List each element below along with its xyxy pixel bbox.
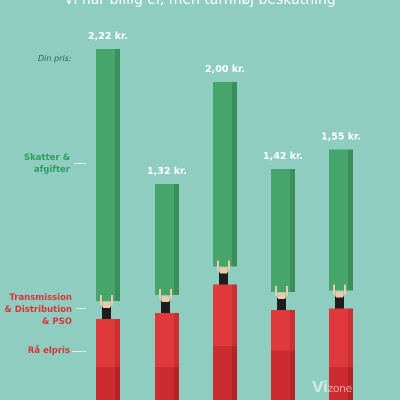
bar-2-transmission-segment-side — [174, 313, 179, 367]
legend-tick-transmission — [76, 308, 86, 309]
bar-1-figure-body — [102, 307, 111, 319]
legend-skatter-line-1: Skatter & — [24, 153, 70, 163]
bar-1-transmission-segment-side — [115, 319, 120, 367]
legend-tick-raw — [72, 351, 86, 352]
bar-1-tax-segment-side — [115, 49, 120, 301]
chart-title: Vi har billig el, men tårnhøj beskatning — [64, 0, 336, 8]
legend-transmission: Transmission & Distribution & PSO — [2, 292, 72, 328]
legend-skatter-line-2: afgifter — [33, 165, 70, 175]
bar-3-raw-segment-side — [232, 346, 237, 400]
bar-2-figure-head — [162, 296, 169, 302]
bar-1-figure-arm-right — [111, 295, 113, 305]
bar-2-price-label: 1,32 kr. — [147, 166, 187, 177]
bar-3-figure-body — [219, 272, 228, 285]
legend-skatter-afgifter: Skatter & afgifter — [8, 152, 70, 176]
bar-1-figure-arm-left — [100, 295, 102, 305]
bar-2-raw-segment-side — [174, 367, 179, 400]
din-pris-label: Din pris: — [38, 54, 72, 63]
legend-tick-tax — [74, 163, 86, 164]
bar-2-figure-arm-right — [170, 289, 172, 299]
bar-4-raw-segment-side — [290, 350, 295, 400]
logo-suffix: zone — [327, 382, 353, 395]
bar-2-tax-segment-side — [174, 184, 179, 295]
bar-5-figure-arm-left — [333, 284, 335, 295]
logo-main: Vi — [312, 378, 328, 396]
bar-5-tax-segment-side — [348, 149, 353, 291]
bar-1-figure-head — [103, 302, 110, 308]
bar-5-price-label: 1,55 kr. — [321, 132, 361, 143]
bar-3-transmission-segment-side — [232, 284, 237, 346]
bar-5-figure-arm-right — [344, 284, 346, 295]
legend-raa-elpris: Rå elpris — [27, 346, 70, 356]
bar-3-price-label: 2,00 kr. — [205, 64, 245, 75]
legend-trans-line-3: & PSO — [42, 317, 72, 327]
bar-5-raw-segment-side — [348, 367, 353, 400]
bar-5-figure-body — [335, 296, 344, 309]
bar-1-price-label: 2,22 kr. — [88, 31, 128, 42]
bar-4-price-label: 1,42 kr. — [263, 151, 303, 162]
bar-3-figure-arm-right — [228, 260, 230, 271]
bar-5-figure-head — [336, 291, 343, 298]
vizone-logo: Vizone — [312, 378, 352, 396]
bar-2-figure-body — [161, 301, 170, 313]
bar-5-transmission-segment-side — [348, 308, 353, 367]
bar-4-figure-arm-right — [286, 286, 288, 296]
legend-trans-line-1: Transmission — [9, 293, 72, 303]
bar-3-tax-segment-side — [232, 82, 237, 267]
bar-4-transmission-segment-side — [290, 310, 295, 351]
bar-3-figure-head — [220, 267, 227, 274]
legend-trans-line-2: & Distribution — [4, 305, 72, 315]
bar-4-tax-segment-side — [290, 169, 295, 292]
bar-2-figure-arm-left — [159, 289, 161, 299]
bar-4-figure-head — [278, 293, 285, 299]
bar-1-raw-segment-side — [115, 367, 120, 400]
bar-4-figure-arm-left — [275, 286, 277, 296]
bar-4-figure-body — [277, 298, 286, 310]
bar-3-figure-arm-left — [217, 260, 219, 271]
